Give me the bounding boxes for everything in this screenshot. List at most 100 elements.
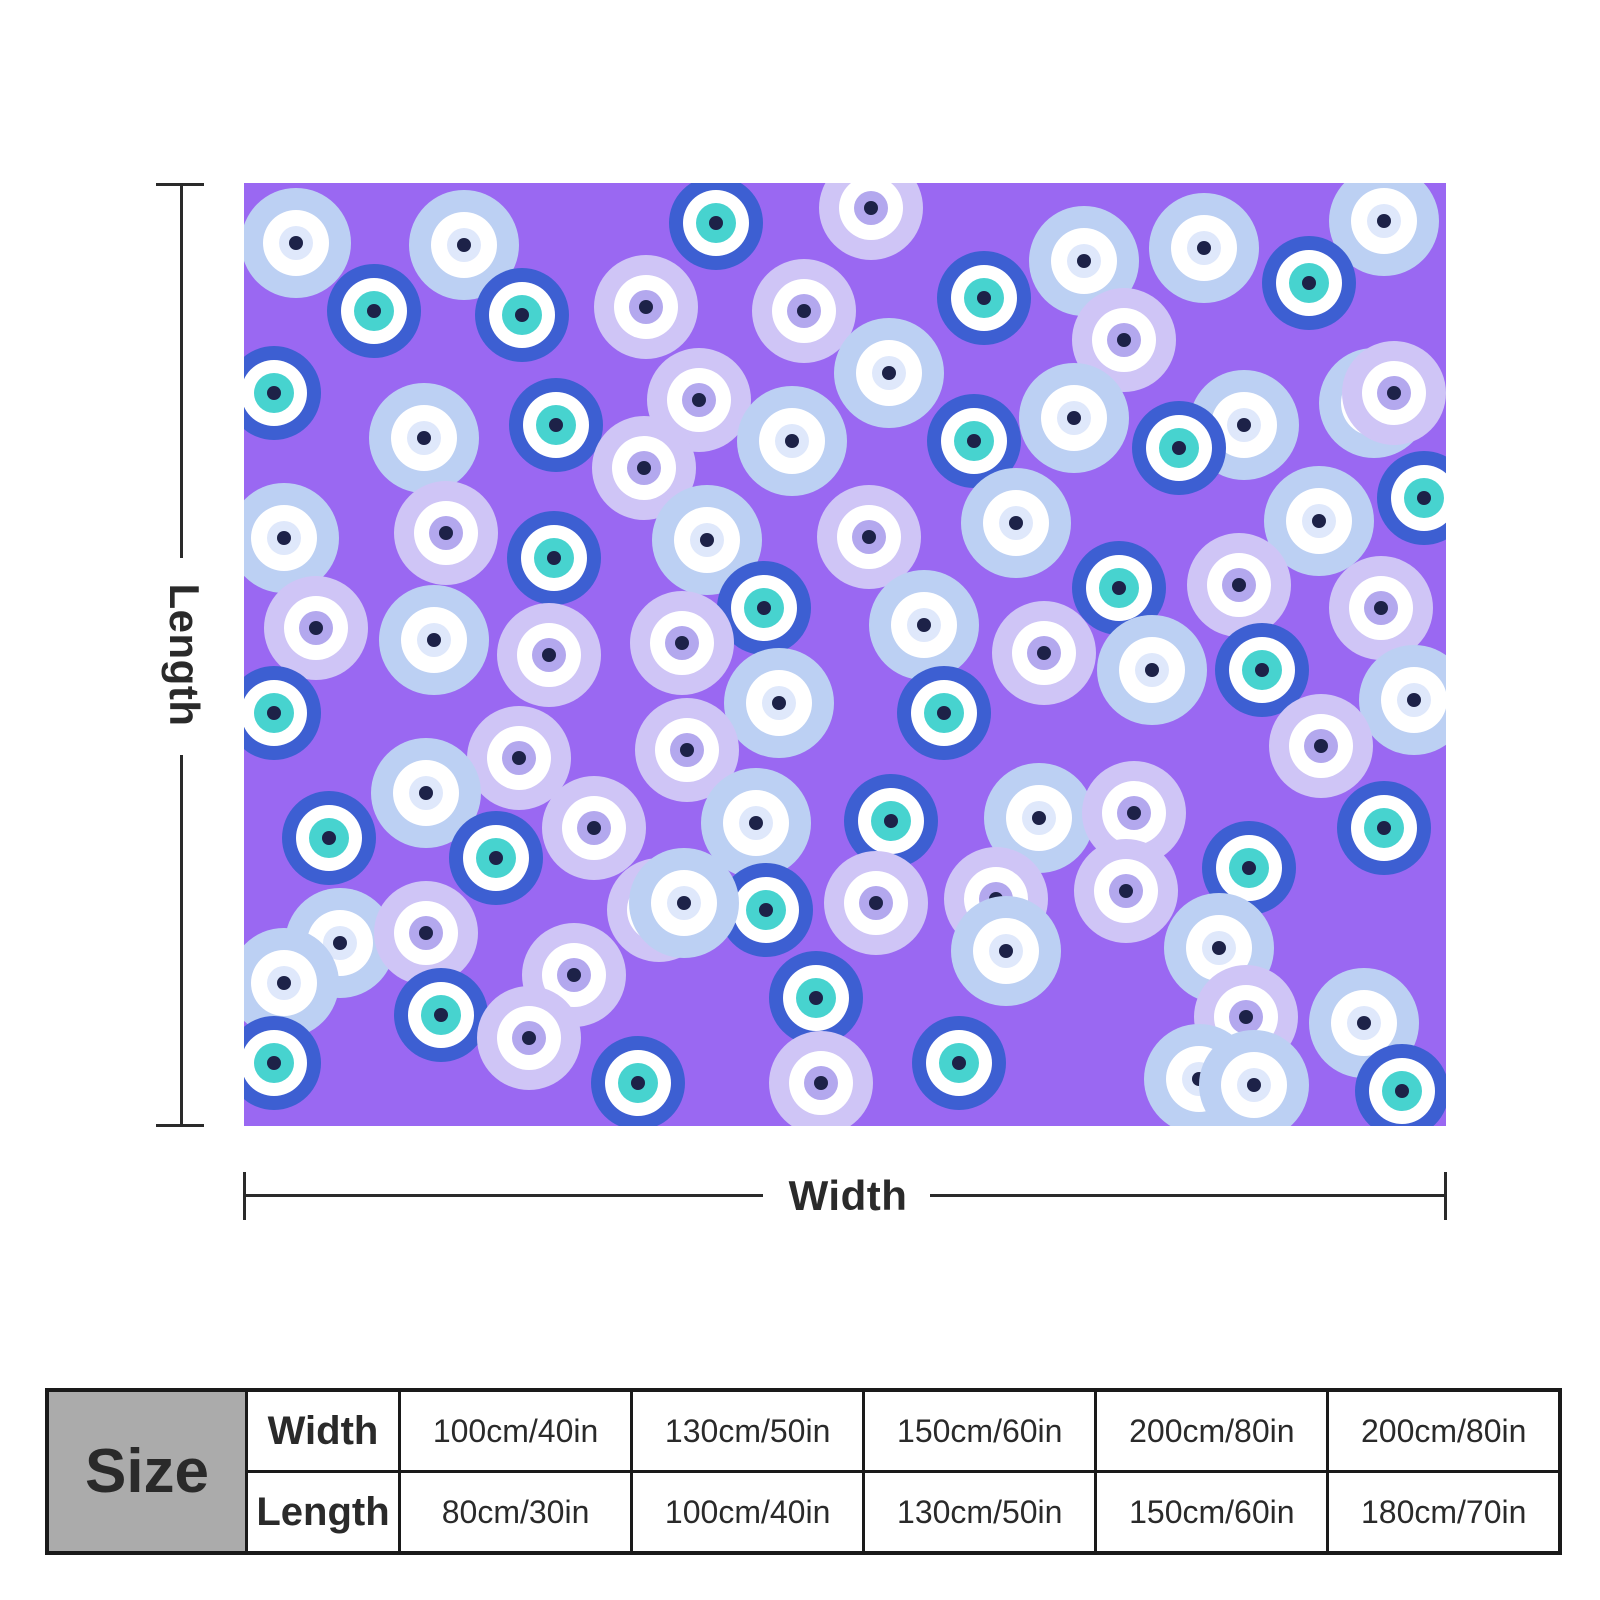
length-bottom-tick [156, 1124, 204, 1127]
size-row-length: Length 80cm/30in 100cm/40in 130cm/50in 1… [47, 1470, 1562, 1555]
evil-eye-icon [1074, 839, 1178, 943]
evil-eye-icon [282, 791, 376, 885]
evil-eye-icon [635, 698, 739, 802]
evil-eye-icon [824, 851, 928, 955]
evil-eye-icon [1097, 615, 1207, 725]
evil-eye-icon [897, 666, 991, 760]
evil-eye-icon [1019, 363, 1129, 473]
evil-eye-icon [819, 183, 923, 260]
evil-eye-icon [509, 378, 603, 472]
evil-eye-icon [475, 268, 569, 362]
width-value: 200cm/80in [1326, 1388, 1562, 1473]
evil-eye-icon [1202, 821, 1296, 915]
evil-eye-icon [630, 591, 734, 695]
width-line-left [243, 1194, 763, 1197]
evil-eye-icon [869, 570, 979, 680]
evil-eye-icon [1329, 556, 1433, 660]
evil-eye-icon [1269, 694, 1373, 798]
length-line-lower [180, 755, 183, 1125]
evil-eye-icon [1264, 466, 1374, 576]
width-value: 200cm/80in [1094, 1388, 1330, 1473]
evil-eye-icon [1359, 645, 1446, 755]
row-label-length: Length [245, 1470, 401, 1555]
length-value: 150cm/60in [1094, 1470, 1330, 1555]
length-value: 100cm/40in [630, 1470, 866, 1555]
evil-eye-icon [717, 561, 811, 655]
evil-eye-icon [1072, 288, 1176, 392]
width-line-right [930, 1194, 1446, 1197]
evil-eye-icon [1309, 968, 1419, 1078]
evil-eye-icon [629, 848, 739, 958]
evil-eye-icon [1337, 781, 1431, 875]
evil-eye-icon [752, 259, 856, 363]
evil-eye-icon [507, 511, 601, 605]
evil-eye-icon [834, 318, 944, 428]
evil-eye-icon [244, 928, 339, 1038]
length-value: 80cm/30in [397, 1470, 634, 1555]
evil-eye-icon [264, 576, 368, 680]
length-value: 130cm/50in [862, 1470, 1098, 1555]
evil-eye-icon [327, 264, 421, 358]
width-value: 150cm/60in [862, 1388, 1098, 1473]
evil-eye-icon [1082, 761, 1186, 865]
evil-eye-icon [244, 483, 339, 593]
evil-eye-icon [769, 951, 863, 1045]
size-header: Size [45, 1388, 248, 1555]
evil-eye-icon [984, 763, 1094, 873]
evil-eye-icon [394, 481, 498, 585]
evil-eye-icon [542, 776, 646, 880]
evil-eye-icon [467, 706, 571, 810]
evil-eye-icon [1215, 623, 1309, 717]
size-table: Size Width 100cm/40in 130cm/50in 150cm/6… [45, 1388, 1562, 1555]
evil-eye-icon [817, 485, 921, 589]
evil-eye-icon [937, 251, 1031, 345]
length-line-upper [180, 183, 183, 558]
evil-eye-icon [737, 386, 847, 496]
evil-eye-icon [379, 585, 489, 695]
evil-eye-icon [912, 1016, 1006, 1110]
evil-eye-icon [244, 188, 351, 298]
evil-eye-icon [394, 968, 488, 1062]
evil-eye-icon [701, 768, 811, 878]
evil-eye-icon [591, 1036, 685, 1126]
evil-eye-icon [371, 738, 481, 848]
length-value: 180cm/70in [1326, 1470, 1562, 1555]
evil-eye-icon [652, 485, 762, 595]
width-value: 130cm/50in [630, 1388, 866, 1473]
evil-eye-icon [1262, 236, 1356, 330]
evil-eye-icon [1072, 541, 1166, 635]
width-value: 100cm/40in [397, 1388, 634, 1473]
evil-eye-icon [477, 986, 581, 1090]
evil-eye-pattern [244, 183, 1446, 1126]
evil-eye-icon [1132, 401, 1226, 495]
evil-eye-icon [1149, 193, 1259, 303]
evil-eye-icon [1329, 183, 1439, 276]
evil-eye-icon [951, 896, 1061, 1006]
evil-eye-icon [927, 394, 1021, 488]
evil-eye-icon [669, 183, 763, 270]
evil-eye-icon [769, 1031, 873, 1126]
evil-eye-icon [244, 666, 321, 760]
evil-eye-icon [1377, 451, 1446, 545]
evil-eye-icon [244, 1016, 321, 1110]
evil-eye-icon [992, 601, 1096, 705]
length-label: Length [161, 583, 208, 727]
evil-eye-icon [497, 603, 601, 707]
evil-eye-icon [1342, 341, 1446, 445]
evil-eye-icon [1355, 1044, 1446, 1126]
evil-eye-icon [961, 468, 1071, 578]
evil-eye-icon [592, 416, 696, 520]
evil-eye-icon [369, 383, 479, 493]
evil-eye-icon [244, 346, 321, 440]
evil-eye-icon [374, 881, 478, 985]
evil-eye-icon [1187, 533, 1291, 637]
evil-eye-icon [1199, 1030, 1309, 1126]
size-row-width: Size Width 100cm/40in 130cm/50in 150cm/6… [45, 1388, 1562, 1555]
evil-eye-icon [409, 190, 519, 300]
evil-eye-icon [594, 255, 698, 359]
width-label: Width [788, 1172, 908, 1219]
row-label-width: Width [245, 1388, 401, 1473]
evil-eye-icon [844, 774, 938, 868]
evil-eye-icon [1029, 206, 1139, 316]
evil-eye-icon [719, 863, 813, 957]
